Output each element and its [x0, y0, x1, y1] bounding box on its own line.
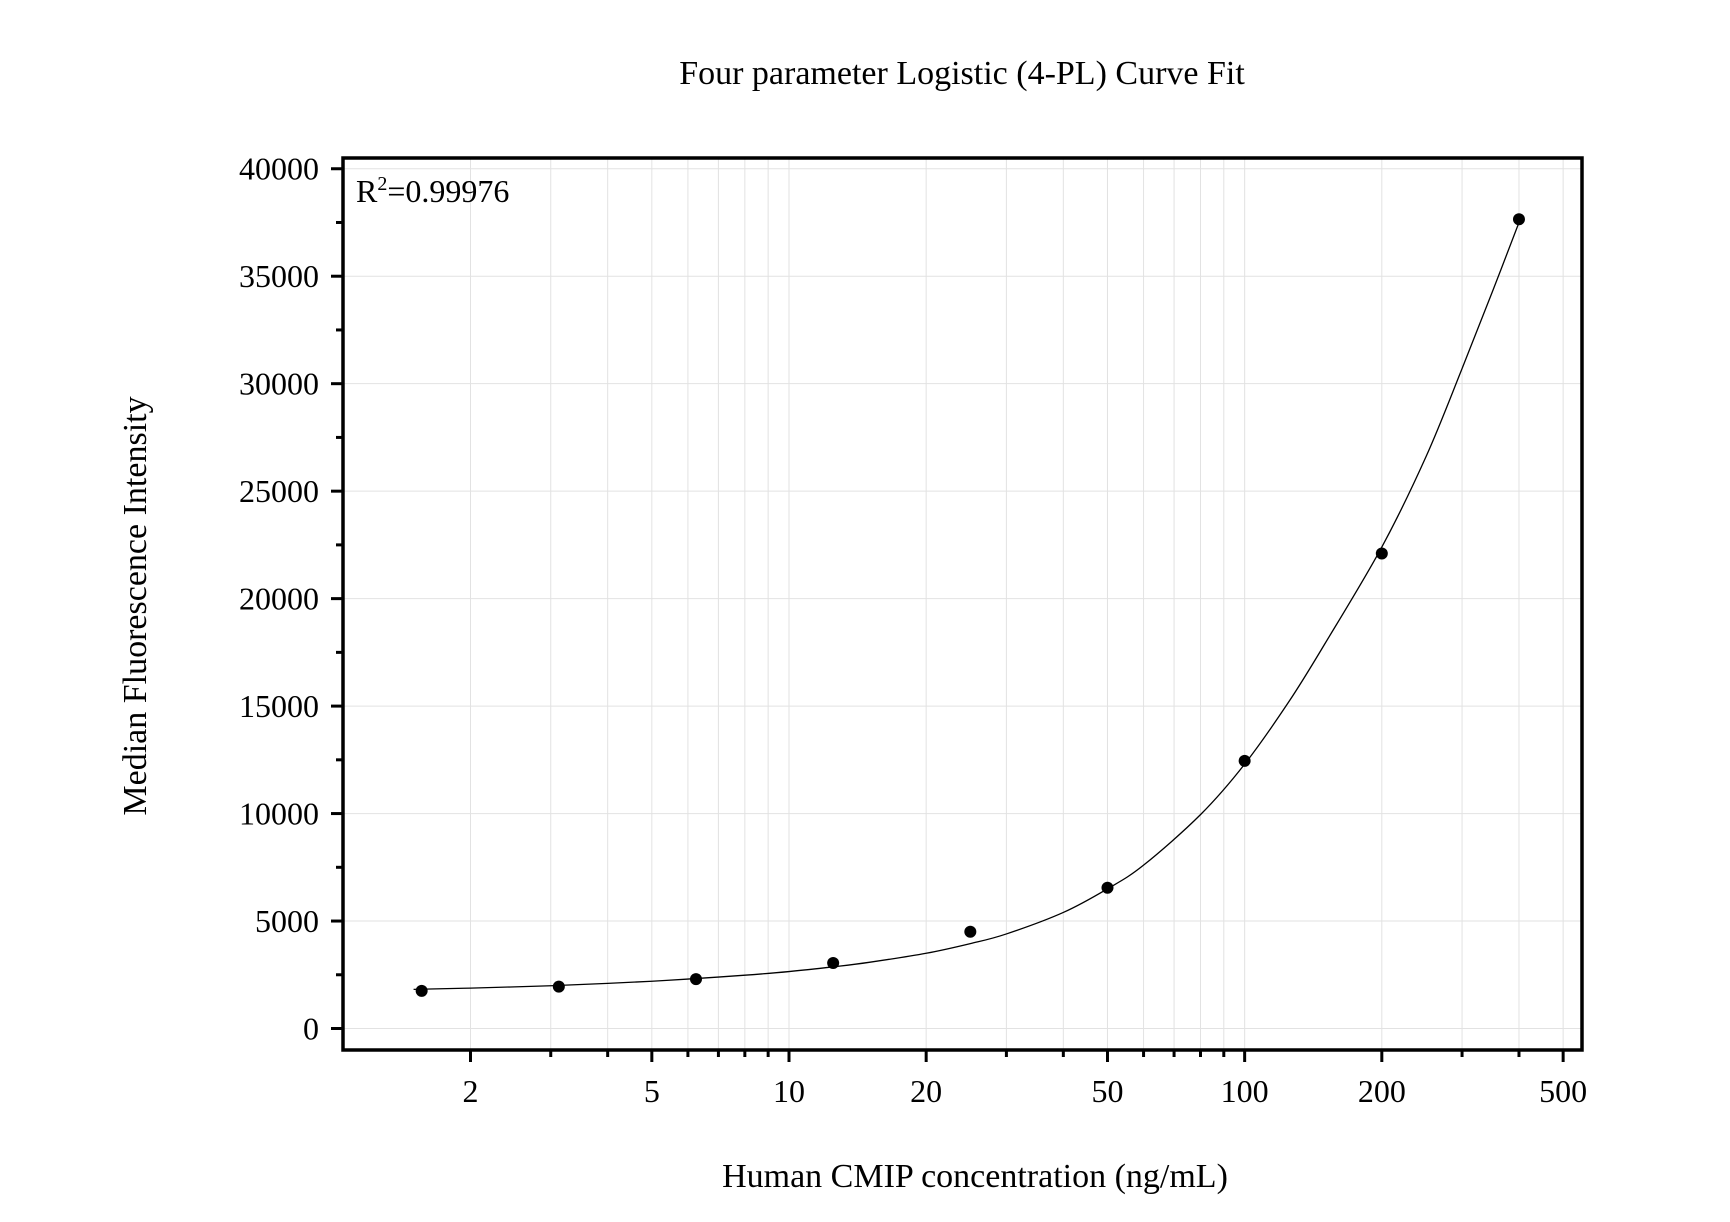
chart-title: Four parameter Logistic (4-PL) Curve Fit: [679, 55, 1245, 92]
x-tick-label: 200: [1358, 1073, 1406, 1109]
x-tick-label: 2: [463, 1073, 479, 1109]
x-tick-label: 20: [910, 1073, 942, 1109]
y-axis-label: Median Fluorescence Intensity: [117, 396, 154, 815]
x-tick-label: 10: [773, 1073, 805, 1109]
data-point: [552, 980, 565, 993]
y-tick-label: 25000: [239, 473, 319, 509]
x-tick-label: 5: [644, 1073, 660, 1109]
data-point: [827, 956, 840, 969]
data-point: [1238, 754, 1251, 767]
y-tick-label: 40000: [239, 151, 319, 187]
y-tick-label: 30000: [239, 366, 319, 402]
data-point: [689, 973, 702, 986]
axis-ticks: [331, 167, 1565, 1062]
r-squared-annotation: R2=0.99976: [356, 173, 509, 209]
x-tick-label: 50: [1091, 1073, 1123, 1109]
fit-curve: [413, 222, 1520, 991]
r2-superscript: 2: [377, 173, 387, 195]
r2-value: =0.99976: [387, 173, 509, 209]
data-point: [964, 925, 977, 938]
y-tick-label: 5000: [255, 903, 319, 939]
x-tick-label: 100: [1221, 1073, 1269, 1109]
y-tick-label: 35000: [239, 258, 319, 294]
plot-frame: [341, 156, 1584, 1052]
r2-prefix: R: [356, 173, 378, 209]
tick-labels: 2 5 10 20 50 100 200 50005000100001500020000250…: [239, 151, 1587, 1109]
y-tick-label: 10000: [239, 796, 319, 832]
x-tick-label: 500: [1539, 1073, 1587, 1109]
data-point: [1101, 881, 1114, 894]
x-axis-label: Human CMIP concentration (ng/mL): [722, 1158, 1228, 1195]
data-point: [415, 984, 428, 997]
data-point: [1512, 213, 1525, 226]
y-tick-label: 0: [303, 1011, 319, 1047]
data-points: [415, 213, 1525, 997]
data-point: [1375, 547, 1388, 560]
grid: [343, 158, 1582, 1050]
y-tick-label: 15000: [239, 688, 319, 724]
y-tick-label: 20000: [239, 581, 319, 617]
